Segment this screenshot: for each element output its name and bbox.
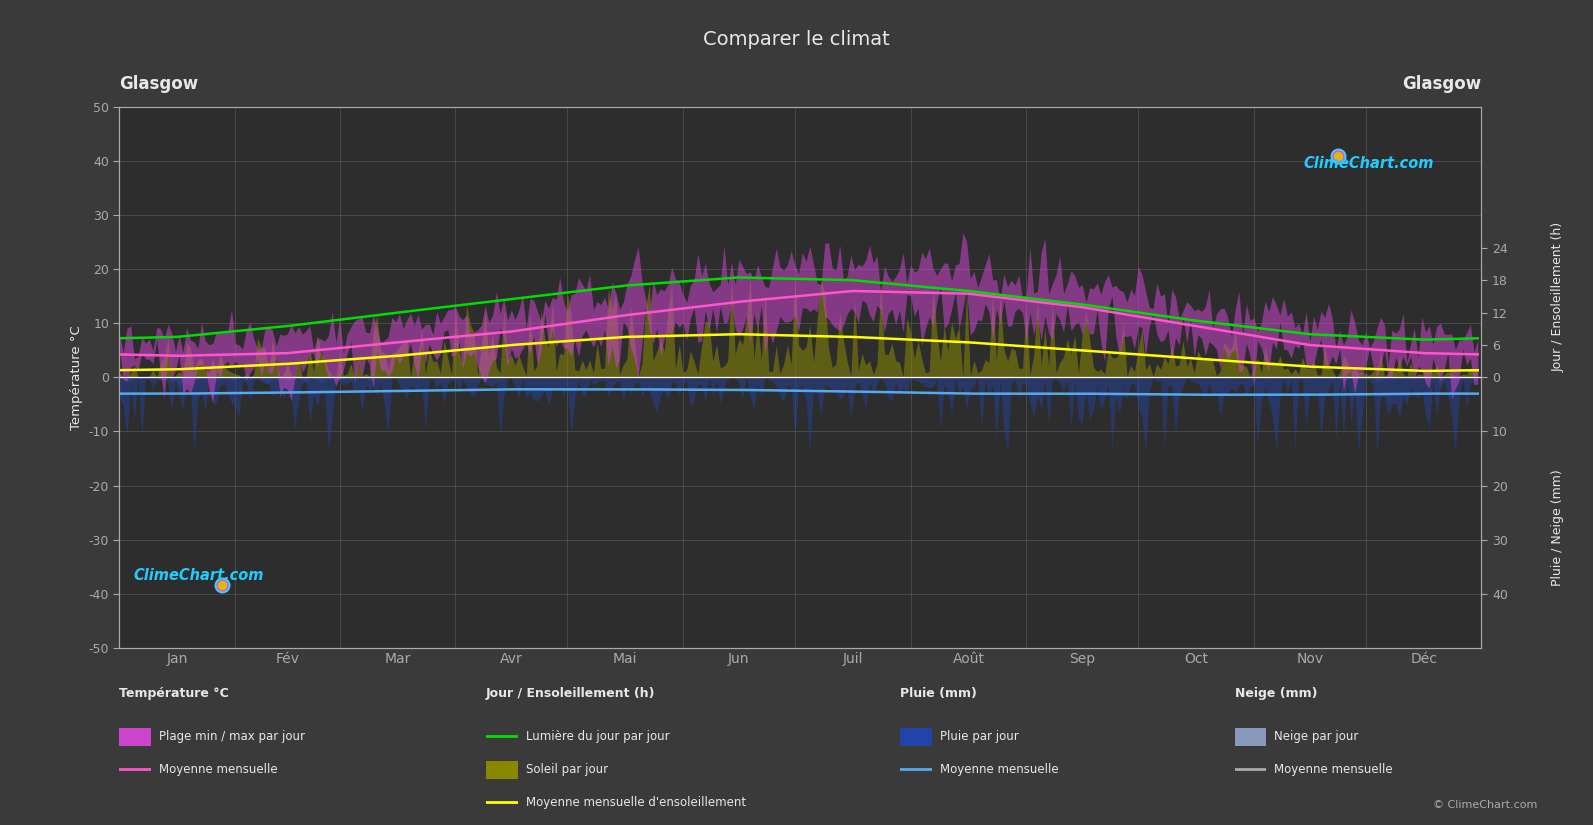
Text: Jour / Ensoleillement (h): Jour / Ensoleillement (h) (1552, 222, 1564, 372)
Text: Moyenne mensuelle: Moyenne mensuelle (1274, 763, 1392, 776)
Text: Pluie (mm): Pluie (mm) (900, 687, 977, 700)
Text: Glasgow: Glasgow (119, 75, 199, 93)
Text: Lumière du jour par jour: Lumière du jour par jour (526, 730, 669, 743)
Text: Neige par jour: Neige par jour (1274, 730, 1359, 743)
Text: Pluie / Neige (mm): Pluie / Neige (mm) (1552, 469, 1564, 587)
Text: Pluie par jour: Pluie par jour (940, 730, 1018, 743)
Text: Moyenne mensuelle: Moyenne mensuelle (159, 763, 277, 776)
Text: Neige (mm): Neige (mm) (1235, 687, 1317, 700)
Text: © ClimeChart.com: © ClimeChart.com (1432, 800, 1537, 810)
Text: Plage min / max par jour: Plage min / max par jour (159, 730, 306, 743)
Text: Comparer le climat: Comparer le climat (703, 30, 890, 49)
Y-axis label: Jour / Ensoleillement (h): Jour / Ensoleillement (h) (0, 303, 13, 452)
Text: Glasgow: Glasgow (1402, 75, 1481, 93)
Text: Moyenne mensuelle: Moyenne mensuelle (940, 763, 1058, 776)
Text: Moyenne mensuelle d'ensoleillement: Moyenne mensuelle d'ensoleillement (526, 796, 746, 809)
Text: ClimeChart.com: ClimeChart.com (134, 568, 263, 582)
Text: Température °C: Température °C (119, 687, 229, 700)
Text: Soleil par jour: Soleil par jour (526, 763, 609, 776)
Y-axis label: Température °C: Température °C (70, 325, 83, 430)
Text: ClimeChart.com: ClimeChart.com (1303, 156, 1434, 171)
Text: Jour / Ensoleillement (h): Jour / Ensoleillement (h) (486, 687, 655, 700)
